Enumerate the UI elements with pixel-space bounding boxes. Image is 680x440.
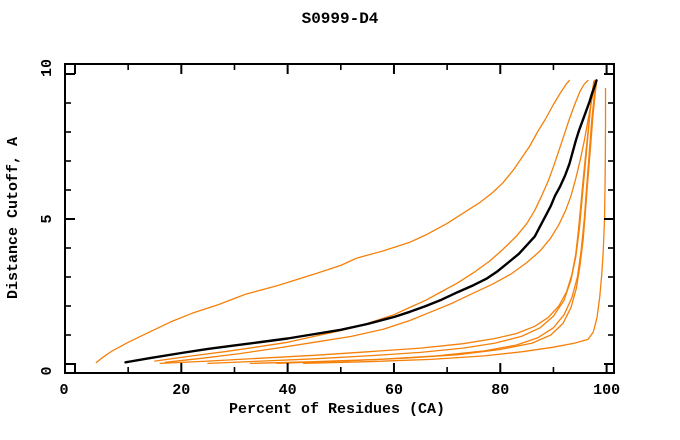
x-axis-label: Percent of Residues (CA)	[229, 401, 445, 418]
curve-orange-curve-2	[154, 79, 589, 362]
plot-frame	[64, 63, 615, 374]
curve-orange-curve-8	[302, 87, 607, 365]
curve-orange-curve-1	[95, 79, 571, 364]
curve-orange-curve-7	[276, 82, 598, 365]
x-tick-label: 40	[279, 382, 297, 399]
y-tick-label: 0	[39, 366, 56, 375]
curve-orange-curve-5	[207, 80, 595, 365]
x-tick-label: 80	[491, 382, 509, 399]
axes-layer: 0 20 40 60 80 100 0 5 10	[39, 59, 620, 399]
curve-orange-curve-3	[164, 79, 598, 363]
x-tick-label: 0	[59, 382, 68, 399]
x-tick-label: 60	[385, 382, 403, 399]
chart-title: S0999-D4	[302, 10, 379, 28]
x-tick-label: 20	[172, 382, 190, 399]
curve-black-curve	[124, 79, 598, 364]
x-tick-label: 100	[593, 382, 620, 399]
curves-layer	[95, 79, 607, 365]
curve-orange-curve-6	[249, 82, 597, 365]
y-tick-label: 5	[39, 214, 56, 223]
y-tick-label: 10	[39, 59, 56, 77]
y-axis-label: Distance Cutoff, A	[5, 137, 22, 299]
